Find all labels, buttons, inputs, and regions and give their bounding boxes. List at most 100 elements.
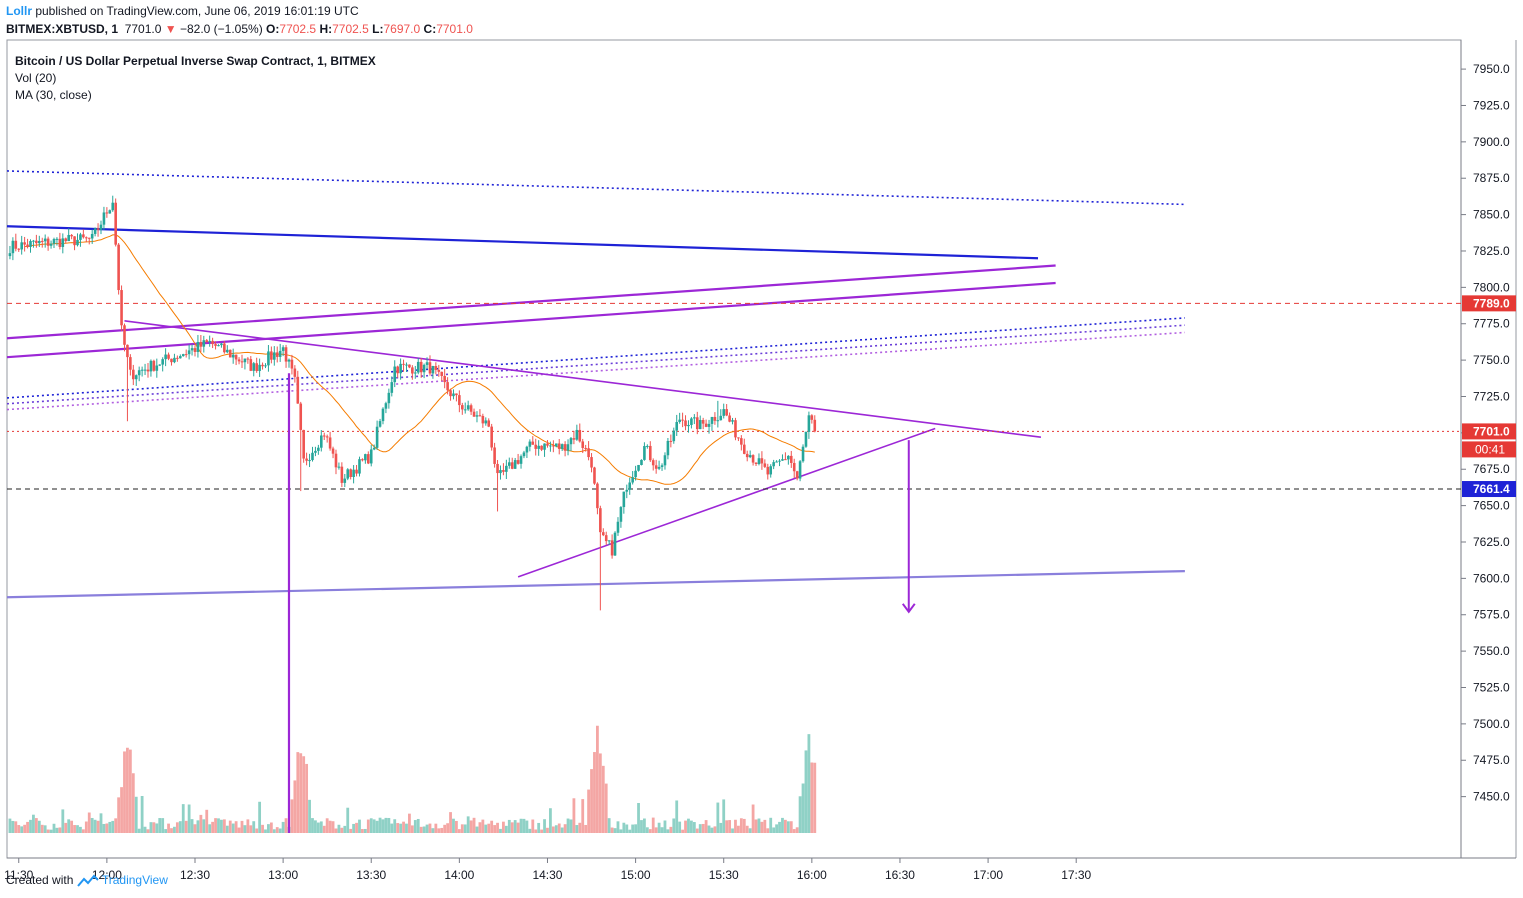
candle <box>226 345 229 354</box>
volume-bar <box>352 823 356 833</box>
candle-body <box>716 420 720 422</box>
candle-body <box>540 445 543 450</box>
legend-volume[interactable]: Vol (20) <box>15 71 57 85</box>
candle-body <box>613 532 617 556</box>
candle <box>596 482 599 515</box>
candle-body <box>440 371 444 376</box>
candle-body <box>455 393 458 396</box>
volume-bar <box>134 796 138 833</box>
candle <box>364 453 367 464</box>
candle <box>372 444 376 451</box>
candle <box>496 459 499 512</box>
candle-body <box>164 354 167 360</box>
price-label-box <box>1462 481 1516 498</box>
volume-bar <box>422 826 426 833</box>
candle-body <box>38 240 41 244</box>
volume-bar <box>707 825 711 833</box>
candle <box>789 450 793 468</box>
candle-body <box>67 234 70 242</box>
candle-body <box>593 467 596 484</box>
candle <box>270 346 273 364</box>
volume-bar <box>355 822 358 833</box>
candle-body <box>557 443 561 449</box>
candle-body <box>748 455 752 458</box>
time-tick-label: 14:30 <box>532 868 562 882</box>
candle-body <box>87 237 91 239</box>
candle-body <box>766 466 770 475</box>
candle-body <box>478 415 482 417</box>
volume-bar <box>607 818 611 833</box>
volume-bar <box>375 820 379 833</box>
volume-bar <box>590 769 593 833</box>
volume-bar <box>349 828 353 833</box>
candle-body <box>607 540 611 542</box>
volume-bar <box>311 818 314 833</box>
candle-body <box>264 365 267 367</box>
candle <box>481 413 485 428</box>
candle <box>393 360 397 388</box>
candle-body <box>29 241 32 247</box>
candle-body <box>129 357 132 370</box>
footer-brand[interactable]: TradingView <box>101 873 168 887</box>
high-value: 7702.5 <box>332 22 369 36</box>
candle <box>751 454 755 466</box>
candle <box>311 446 314 462</box>
candle <box>437 364 441 377</box>
volume-bar <box>255 828 259 833</box>
volume-bar <box>143 826 147 833</box>
volume-bar <box>654 827 658 833</box>
volume-bar <box>234 821 238 833</box>
candle-body <box>522 452 526 457</box>
candle-body <box>102 212 106 225</box>
candle <box>413 365 417 379</box>
candle-body <box>90 233 94 239</box>
candle <box>252 361 256 377</box>
volume-bar <box>622 822 626 833</box>
candle-body <box>742 444 746 454</box>
volume-bar <box>478 822 482 833</box>
candle <box>425 357 429 370</box>
volume-bar <box>29 819 32 833</box>
candle-body <box>114 202 117 245</box>
candle <box>26 238 29 249</box>
volume-bar <box>763 819 767 833</box>
price-tick-label: 7775.0 <box>1473 317 1510 331</box>
candle <box>278 343 282 362</box>
chart-frame <box>6 39 1462 859</box>
candle <box>79 232 82 247</box>
candle-body <box>460 405 464 410</box>
candle-body <box>43 238 47 242</box>
volume-bar <box>23 824 27 833</box>
volume-bar <box>149 822 153 833</box>
volume-bar <box>378 817 382 833</box>
candle <box>334 449 338 475</box>
volume-bar <box>96 820 100 833</box>
candle-body <box>217 345 220 347</box>
candle-body <box>531 441 535 445</box>
volume-bar <box>625 824 629 833</box>
candle-body <box>604 535 608 542</box>
author-name[interactable]: Lollr <box>6 4 32 18</box>
candle <box>237 357 241 365</box>
volume-bar <box>419 826 423 833</box>
volume-bar <box>734 819 737 833</box>
candle <box>619 506 623 528</box>
candle-body <box>120 290 123 326</box>
candle <box>120 285 123 332</box>
blue-dotted-lower-line <box>6 317 1185 399</box>
volume-bar <box>519 818 523 833</box>
candle-body <box>528 441 532 447</box>
volume-bar <box>493 825 497 833</box>
open-value: 7702.5 <box>279 22 317 36</box>
candle <box>804 431 808 448</box>
legend-ma[interactable]: MA (30, close) <box>15 88 92 102</box>
candle <box>787 455 790 465</box>
candle-body <box>46 238 50 246</box>
volume-bar <box>569 819 573 833</box>
candle-body <box>343 478 347 483</box>
candle <box>167 352 170 361</box>
volume-bar <box>178 821 182 833</box>
volume-bar <box>540 829 544 833</box>
volume-bar <box>319 821 323 833</box>
